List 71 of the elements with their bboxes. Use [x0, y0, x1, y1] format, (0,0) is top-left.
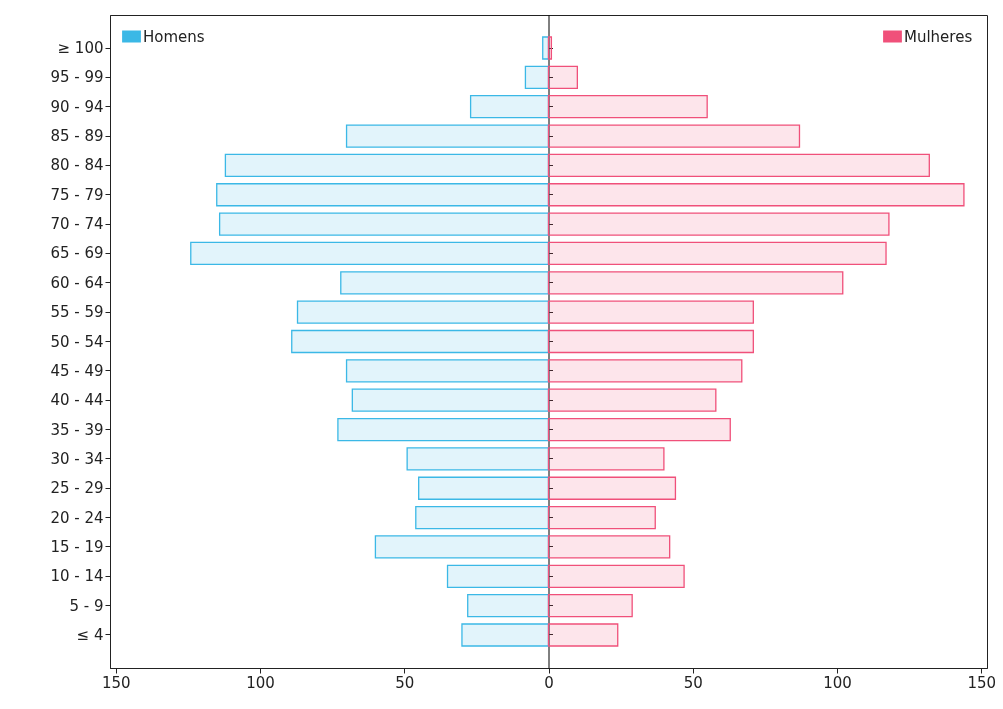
y-tick-label: 25 - 29: [50, 479, 104, 498]
bar: [547, 241, 887, 266]
y-tick-label: 70 - 74: [50, 215, 104, 234]
x-tick-label: 50: [395, 673, 415, 692]
y-tick-label: 45 - 49: [50, 361, 104, 380]
y-tick-label: 85 - 89: [50, 127, 104, 146]
bar: [547, 329, 754, 354]
legend-label: Mulheres: [904, 27, 973, 46]
y-tick-label: 65 - 69: [50, 244, 104, 263]
y-tick-label: ≤ 4: [76, 625, 104, 644]
y-tick-label: 55 - 59: [50, 303, 104, 322]
bar: [351, 388, 550, 412]
bar: [547, 359, 743, 383]
bar: [524, 65, 550, 90]
y-tick-label: 60 - 64: [50, 273, 104, 292]
bar: [547, 535, 671, 559]
bar: [406, 447, 550, 471]
bar: [345, 359, 550, 383]
x-tick-label: 50: [683, 673, 703, 692]
bar: [547, 388, 717, 412]
bar: [415, 505, 550, 530]
bar: [547, 623, 619, 647]
bar: [547, 564, 685, 588]
y-tick-label: 90 - 94: [50, 97, 104, 116]
bar: [547, 447, 665, 471]
bar: [547, 212, 890, 236]
bar: [446, 564, 550, 588]
x-tick-label: 100: [246, 673, 275, 692]
x-tick-label: 150: [967, 673, 997, 692]
legend-label: Homens: [143, 27, 205, 46]
bar: [547, 593, 633, 618]
bar: [547, 476, 677, 500]
x-tick-label: 100: [823, 673, 852, 692]
y-tick-label: 75 - 79: [50, 185, 104, 204]
bar: [547, 300, 754, 324]
bar: [461, 623, 550, 647]
y-tick-label: 30 - 34: [50, 449, 104, 468]
bar: [547, 505, 656, 530]
bar: [296, 300, 550, 324]
bar: [418, 476, 550, 500]
y-tick-label: 10 - 14: [50, 567, 104, 586]
bar: [547, 36, 553, 60]
bar: [547, 417, 731, 442]
y-tick-label: 35 - 39: [50, 420, 104, 439]
x-tick-label: 150: [101, 673, 131, 692]
bar: [345, 124, 550, 148]
bar: [547, 271, 844, 295]
bar: [467, 593, 550, 618]
bar: [340, 271, 550, 295]
bar: [218, 212, 550, 236]
bar: [547, 95, 708, 119]
bar: [216, 183, 550, 207]
bar: [224, 153, 550, 178]
bar: [291, 329, 550, 354]
y-tick-label: 80 - 84: [50, 156, 104, 175]
bar: [547, 153, 930, 178]
x-tick-label: 0: [544, 673, 554, 692]
y-tick-label: 15 - 19: [50, 537, 104, 556]
bar: [374, 535, 550, 559]
y-tick-label: 20 - 24: [50, 508, 104, 527]
y-tick-label: 50 - 54: [50, 332, 104, 351]
bar: [547, 65, 578, 90]
bar: [190, 241, 550, 266]
y-tick-label: 40 - 44: [50, 391, 104, 410]
bar: [547, 183, 965, 207]
y-tick-label: 5 - 9: [69, 596, 104, 615]
y-tick-label: 95 - 99: [50, 68, 104, 87]
y-tick-label: ≥ 100: [57, 39, 104, 58]
bar: [337, 417, 550, 442]
bar: [547, 124, 801, 148]
bar: [469, 95, 550, 119]
